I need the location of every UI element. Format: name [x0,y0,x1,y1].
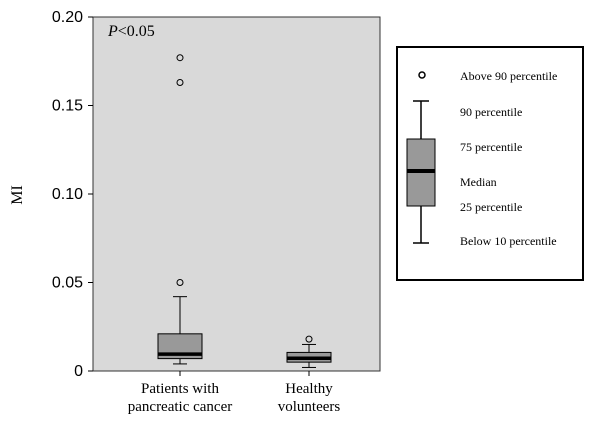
annotation-rest: <0.05 [118,23,155,40]
plot-area [92,16,381,372]
category-label-0-0: Patients with [141,381,219,397]
outlier-0-0 [176,279,184,286]
y-axis: 0 0.05 0.10 0.15 0.20 [52,9,93,380]
y-axis-label: MI [9,185,26,205]
boxes [157,54,332,368]
y-tick-label-3: 0.15 [52,98,83,115]
y-tick-label-1: 0.05 [52,275,83,292]
outlier-1-0 [305,335,313,343]
legend-label-p75: 75 percentile [460,140,522,154]
annotation-italic: P [107,23,118,40]
legend-label-above90: Above 90 percentile [460,69,557,83]
legend-label-p25: 25 percentile [460,200,522,214]
y-tick-label-4: 0.20 [52,9,83,26]
legend-label-median: Median [460,175,497,189]
category-label-1-0: Healthy [285,381,333,397]
y-tick-label-2: 0.10 [52,186,83,203]
significance-annotation: P<0.05 [107,23,155,40]
category-label-1-1: volunteers [278,399,341,415]
category-label-0-1: pancreatic cancer [128,399,233,415]
legend-label-p90: 90 percentile [460,105,522,119]
legend-outlier-marker [418,71,426,79]
legend: Above 90 percentile 90 percentile 75 per… [396,46,584,281]
outlier-0-2 [176,54,184,62]
legend-label-below10: Below 10 percentile [460,234,557,248]
outlier-0-1 [176,78,184,86]
x-axis-categories: Patients with pancreatic cancer Healthy vol… [128,371,341,415]
y-tick-label-0: 0 [74,363,83,380]
